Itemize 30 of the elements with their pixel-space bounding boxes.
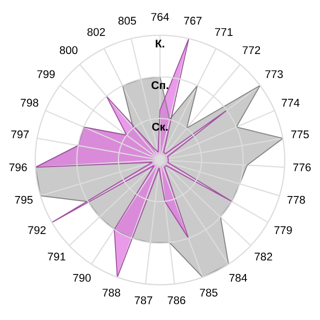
spoke-label: 791 bbox=[48, 252, 66, 261]
spoke-label: 784 bbox=[229, 274, 248, 282]
spoke-label: 802 bbox=[87, 28, 105, 36]
spoke-label: 764 bbox=[151, 12, 169, 21]
spoke-label: 799 bbox=[37, 70, 55, 78]
spoke-label: 776 bbox=[293, 163, 311, 172]
spoke-label: 767 bbox=[184, 16, 202, 25]
spoke-label: 805 bbox=[118, 16, 136, 25]
spoke-label: 798 bbox=[20, 98, 38, 107]
spoke-label: 792 bbox=[28, 226, 46, 234]
y-tick-label: Ск. bbox=[152, 122, 168, 131]
spoke-label: 800 bbox=[60, 46, 78, 54]
spoke-label: 796 bbox=[9, 163, 27, 172]
spoke-label: 778 bbox=[287, 196, 305, 204]
y-tick-label: К. bbox=[156, 40, 164, 48]
spoke-label: 786 bbox=[168, 296, 186, 304]
spoke-label: 787 bbox=[134, 296, 152, 304]
spoke-label: 797 bbox=[11, 130, 29, 138]
spoke-label: 785 bbox=[200, 288, 218, 297]
spoke-label: 779 bbox=[274, 226, 292, 234]
spoke-label: 795 bbox=[15, 196, 33, 204]
spoke-label: 773 bbox=[265, 70, 283, 78]
spoke-label: 788 bbox=[102, 288, 120, 297]
spoke-label: 774 bbox=[282, 98, 300, 107]
spoke-label: 790 bbox=[73, 274, 91, 282]
spoke-label: 782 bbox=[254, 252, 272, 261]
y-tick-label: Сп. bbox=[152, 81, 168, 90]
spoke-label: 771 bbox=[215, 28, 233, 36]
spoke-label: 775 bbox=[291, 130, 309, 138]
spoke-label: 772 bbox=[242, 46, 260, 54]
